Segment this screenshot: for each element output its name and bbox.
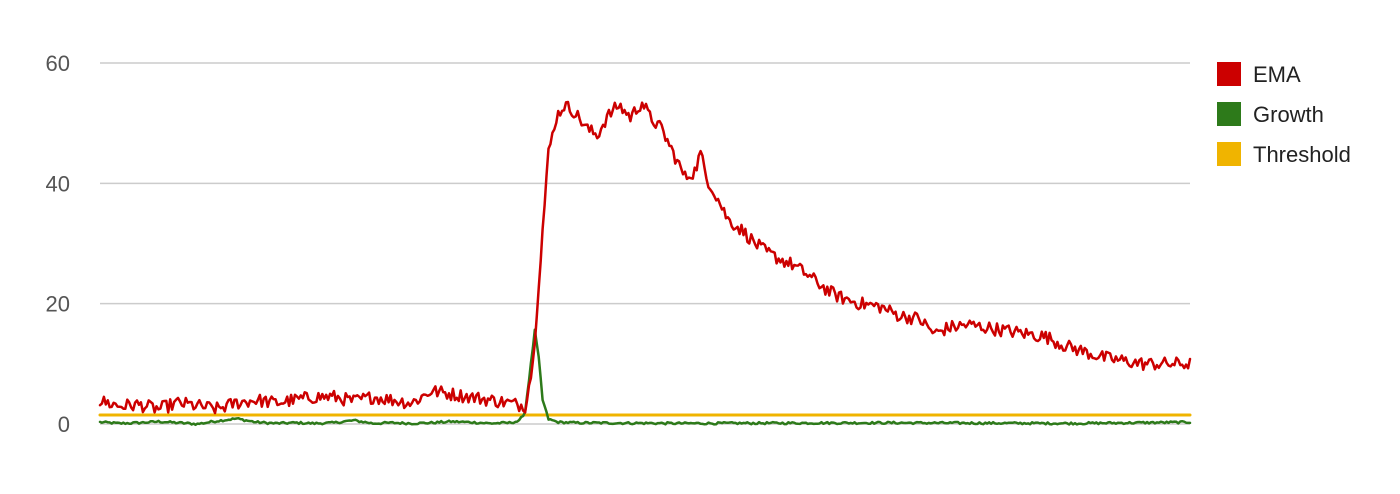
plot-area	[98, 100, 1192, 427]
gridlines	[100, 62, 1190, 425]
y-axis-ticks: 0 20 40 60	[46, 51, 70, 437]
legend: EMA Growth Threshold	[1217, 62, 1351, 167]
y-tick-label: 60	[46, 51, 70, 76]
legend-swatch-threshold	[1217, 142, 1241, 166]
series-line-ema	[98, 100, 1192, 415]
y-tick-label: 40	[46, 171, 70, 196]
series-line-growth	[98, 328, 1192, 427]
y-tick-label: 20	[46, 292, 70, 317]
legend-swatch-growth	[1217, 102, 1241, 126]
legend-label-growth: Growth	[1253, 102, 1324, 127]
legend-label-threshold: Threshold	[1253, 142, 1351, 167]
legend-label-ema: EMA	[1253, 62, 1301, 87]
y-tick-label: 0	[58, 412, 70, 437]
legend-swatch-ema	[1217, 62, 1241, 86]
